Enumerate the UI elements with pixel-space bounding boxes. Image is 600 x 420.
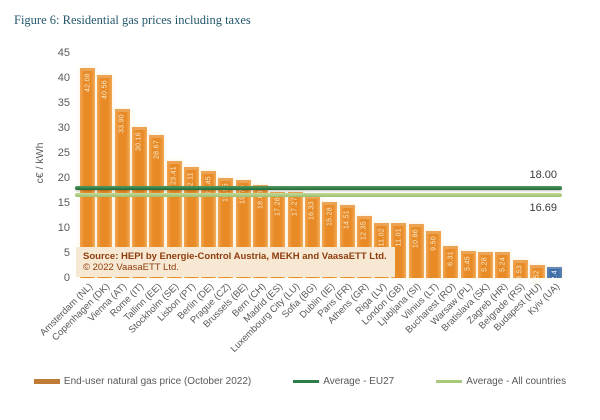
legend-swatch [33, 379, 60, 384]
y-tick-label: 10 [57, 222, 70, 234]
bar: 5.45 [460, 250, 476, 278]
legend-label: End-user natural gas price (October 2022… [63, 376, 252, 387]
y-tick-label: 35 [57, 97, 70, 109]
source-line-2: © 2022 VaasaETT Ltd. [83, 262, 179, 273]
avg-all-countries-line [75, 192, 562, 197]
bar-value-label: 17.27 [291, 196, 299, 216]
y-tick-label: 40 [57, 72, 70, 84]
bar-value-label: 14.51 [343, 210, 351, 230]
bar-value-label: 42.08 [84, 72, 91, 92]
y-tick-label: 0 [63, 272, 70, 284]
bar: 11.01 [391, 222, 407, 278]
bar: 5.28 [477, 251, 493, 278]
avg-eu27-line [75, 186, 562, 190]
bar: 9.50 [426, 230, 441, 278]
bar-value-label: 15.28 [326, 206, 334, 226]
bar-value-label: 11.02 [378, 227, 386, 247]
bar-value-label: 3.53 [516, 265, 524, 281]
y-tick-label: 15 [57, 197, 70, 209]
bar-value-label: 17.28 [274, 196, 282, 216]
bar-value-label: 30.16 [135, 132, 143, 152]
figure-title: Figure 6: Residential gas prices includi… [14, 13, 251, 27]
bar: 42.08 [80, 67, 95, 278]
bar-value-label: 10.86 [412, 228, 420, 248]
bar: 3.53 [512, 260, 528, 281]
avg-all-countries-value-label: 16.69 [529, 202, 557, 214]
bar: 30.16 [131, 127, 147, 278]
y-tick-label: 45 [57, 47, 70, 59]
y-tick-label: 5 [63, 247, 70, 259]
bar: 2.4 [547, 267, 563, 281]
bar-value-label: 33.90 [118, 113, 126, 133]
avg-eu27-value-label: 18.00 [529, 169, 557, 181]
bar-value-label: 11.01 [395, 227, 403, 247]
legend-item-gas-price: End-user natural gas price (October 2022… [33, 376, 252, 387]
bar: 40.56 [97, 75, 113, 278]
bar: 28.67 [149, 134, 165, 278]
bar: 5.24 [495, 251, 511, 278]
legend-item-avg-eu27: Average - EU27 [293, 376, 394, 387]
legend: End-user natural gas price (October 2022… [0, 376, 600, 387]
bar-value-label: 12.35 [360, 221, 368, 241]
bar-value-label: 5.24 [499, 256, 507, 272]
bar-value-label: 16.33 [308, 201, 316, 221]
legend-swatch [436, 380, 463, 383]
bar: 2.52 [529, 265, 545, 285]
y-tick-label: 30 [57, 122, 70, 134]
bar-value-label: 9.50 [430, 235, 437, 251]
bar-value-label: 28.67 [153, 139, 161, 159]
bar-value-label: 2.4 [551, 270, 559, 281]
y-tick-label: 25 [57, 147, 70, 159]
legend-item-avg-all-countries: Average - All countries [436, 376, 566, 387]
legend-swatch [293, 380, 320, 383]
source-box: Source: HEPI by Energie-Control Austria,… [76, 247, 395, 277]
bar-value-label: 23.41 [170, 165, 178, 185]
bar-value-label: 5.45 [464, 255, 472, 271]
bar-value-label: 5.28 [481, 256, 489, 272]
bar-value-label: 40.56 [101, 80, 109, 100]
bar: 10.86 [408, 223, 424, 278]
bar: 6.31 [443, 246, 459, 278]
bar-value-label: 6.31 [447, 251, 455, 267]
legend-label: Average - All countries [466, 376, 567, 387]
y-tick-label: 20 [57, 172, 70, 184]
legend-label: Average - EU27 [323, 376, 395, 387]
source-line-1: Source: HEPI by Energie-Control Austria,… [83, 251, 387, 262]
